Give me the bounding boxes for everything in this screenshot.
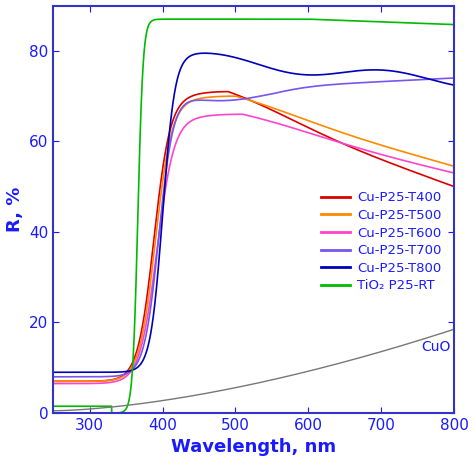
X-axis label: Wavelength, nm: Wavelength, nm — [171, 438, 336, 456]
Legend: Cu-P25-T400, Cu-P25-T500, Cu-P25-T600, Cu-P25-T700, Cu-P25-T800, TiO₂ P25-RT: Cu-P25-T400, Cu-P25-T500, Cu-P25-T600, C… — [321, 191, 441, 292]
Y-axis label: R, %: R, % — [6, 187, 24, 232]
Text: CuO: CuO — [421, 340, 450, 354]
